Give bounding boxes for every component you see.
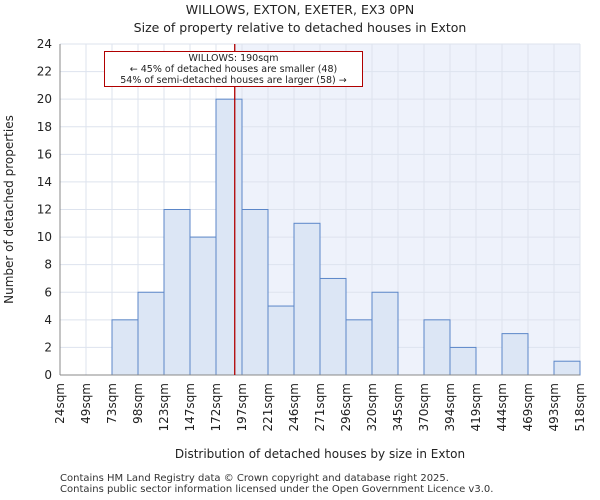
y-tick-label: 16 — [37, 147, 52, 161]
x-tick-label: 345sqm — [391, 383, 405, 431]
x-tick-label: 296sqm — [339, 383, 353, 431]
chart-subtitle: Size of property relative to detached ho… — [133, 20, 467, 35]
bar-147sqm — [189, 236, 217, 376]
x-tick-label: 73sqm — [105, 383, 119, 424]
bar-221sqm — [267, 305, 295, 376]
annotation-line-3: 54% of semi-detached houses are larger (… — [120, 75, 347, 86]
x-tick-label: 444sqm — [495, 383, 509, 431]
y-tick-label: 6 — [44, 285, 52, 299]
bar-394sqm — [449, 346, 477, 376]
y-tick-label: 0 — [44, 368, 52, 382]
bar-444sqm — [501, 333, 529, 376]
bar-320sqm — [371, 291, 399, 376]
footer-line-2: Contains public sector information licen… — [60, 484, 494, 495]
bar-271sqm — [319, 277, 347, 376]
x-tick-label: 147sqm — [183, 383, 197, 431]
bar-246sqm — [293, 222, 321, 376]
x-tick-label: 221sqm — [261, 383, 275, 431]
x-tick-label: 246sqm — [287, 383, 301, 431]
y-tick-label: 4 — [44, 313, 52, 327]
bar-197sqm — [241, 209, 269, 376]
bar-123sqm — [163, 209, 191, 376]
x-tick-label: 123sqm — [157, 383, 171, 431]
bar-493sqm — [553, 360, 581, 376]
y-tick-label: 8 — [44, 258, 52, 272]
annotation-line-2: ← 45% of detached houses are smaller (48… — [129, 64, 338, 75]
bar-296sqm — [345, 319, 373, 376]
footer-line-1: Contains HM Land Registry data © Crown c… — [60, 473, 449, 484]
y-tick-label: 20 — [37, 92, 52, 106]
x-tick-label: 419sqm — [469, 383, 483, 431]
property-annotation: WILLOWS: 190sqm ← 45% of detached houses… — [104, 51, 363, 87]
bar-98sqm — [137, 291, 165, 376]
x-tick-label: 98sqm — [131, 383, 145, 424]
x-tick-label: 469sqm — [521, 383, 535, 431]
x-tick-label: 172sqm — [209, 383, 223, 431]
x-tick-label: 320sqm — [365, 383, 379, 431]
bar-73sqm — [111, 319, 139, 376]
x-axis-title: Distribution of detached houses by size … — [175, 447, 465, 461]
y-axis-title: Number of detached properties — [2, 115, 16, 304]
chart-title: WILLOWS, EXTON, EXETER, EX3 0PN — [185, 2, 415, 17]
x-tick-label: 370sqm — [417, 383, 431, 431]
x-tick-label: 493sqm — [547, 383, 561, 431]
x-tick-label: 24sqm — [53, 383, 67, 424]
y-tick-label: 18 — [37, 120, 52, 134]
y-tick-label: 24 — [37, 37, 52, 51]
x-tick-label: 271sqm — [313, 383, 327, 431]
y-tick-label: 22 — [37, 65, 52, 79]
y-tick-label: 12 — [37, 203, 52, 217]
y-tick-label: 2 — [44, 340, 52, 354]
bar-172sqm — [215, 98, 243, 376]
x-tick-label: 394sqm — [443, 383, 457, 431]
annotation-line-1: WILLOWS: 190sqm — [188, 53, 279, 64]
bar-370sqm — [423, 319, 451, 376]
y-tick-label: 10 — [37, 230, 52, 244]
x-tick-label: 49sqm — [79, 383, 93, 424]
x-tick-label: 518sqm — [573, 383, 587, 431]
x-tick-label: 197sqm — [235, 383, 249, 431]
y-tick-label: 14 — [37, 175, 52, 189]
